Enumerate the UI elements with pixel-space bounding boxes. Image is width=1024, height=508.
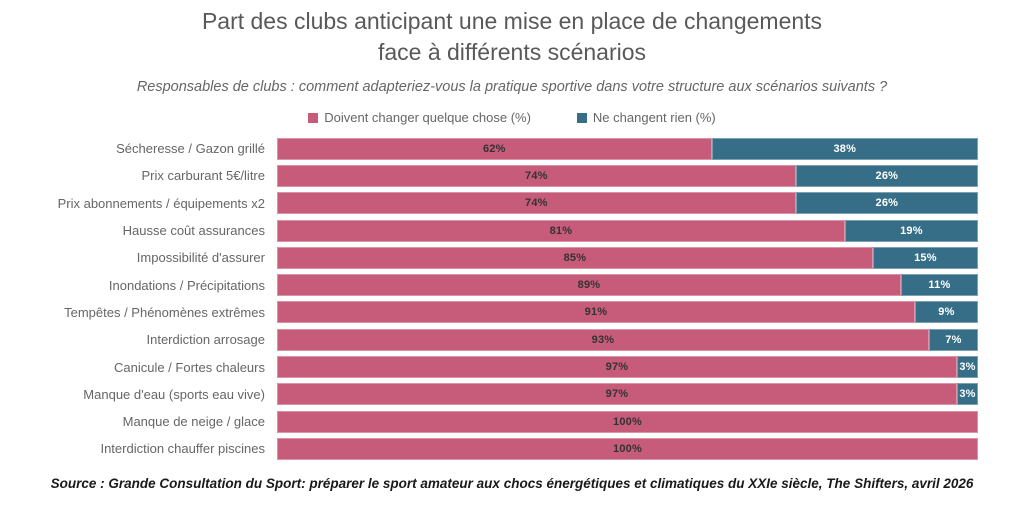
- category-label: Manque d'eau (sports eau vive): [83, 386, 265, 402]
- bar-value-label: 89%: [577, 279, 601, 292]
- category-label: Canicule / Fortes chaleurs: [113, 359, 265, 375]
- chart-row: Impossibilité d'assurer 85% 15%: [12, 244, 978, 271]
- category-label: Sécheresse / Gazon grillé: [116, 141, 265, 157]
- bar-segment-no-change: 7%: [928, 328, 978, 351]
- bar-value-label: 74%: [525, 197, 548, 210]
- bar-value-label: 97%: [605, 388, 629, 401]
- bar-segment-no-change: 26%: [795, 164, 978, 187]
- bar-value-label: 91%: [584, 306, 608, 319]
- bar-track: 85% 15%: [277, 246, 978, 269]
- bar-value-label: 26%: [875, 169, 899, 182]
- category-label: Prix carburant 5€/litre: [141, 168, 265, 184]
- bar-value-label: 85%: [563, 251, 587, 264]
- bar-track: 74% 26%: [277, 192, 978, 215]
- bar-value-label: 74%: [525, 169, 548, 182]
- bar-segment-no-change: 3%: [956, 356, 978, 379]
- chart-row: Sécheresse / Gazon grillé 62% 38%: [12, 135, 978, 162]
- bar-track: 93% 7%: [277, 328, 978, 351]
- chart-row: Tempêtes / Phénomènes extrêmes 91% 9%: [12, 299, 978, 326]
- legend-label-change: Doivent changer quelque chose (%): [324, 110, 531, 125]
- bar-value-label: 93%: [591, 333, 615, 346]
- bar-value-label: 100%: [613, 415, 642, 428]
- bar-track: 74% 26%: [277, 164, 978, 187]
- bar-segment-change: 74%: [277, 192, 796, 215]
- bar-segment-change: 62%: [277, 137, 712, 160]
- bar-value-label: 62%: [482, 142, 506, 155]
- chart-row: Prix carburant 5€/litre 74% 26%: [12, 162, 978, 189]
- category-label: Interdiction chauffer piscines: [100, 441, 265, 457]
- category-label: Manque de neige / glace: [122, 414, 265, 430]
- bar-track: 91% 9%: [277, 301, 978, 324]
- chart-row: Interdiction chauffer piscines 100%: [12, 435, 978, 462]
- bar-value-label: 81%: [549, 224, 573, 237]
- bar-track: 100%: [277, 437, 978, 460]
- chart-row: Interdiction arrosage 93% 7%: [12, 326, 978, 353]
- bar-value-label: 7%: [945, 333, 962, 346]
- legend-item-no-change: Ne changent rien (%): [576, 110, 716, 125]
- bar-track: 81% 19%: [277, 219, 978, 242]
- bar-track: 97% 3%: [277, 356, 978, 379]
- bar-segment-no-change: 9%: [914, 301, 978, 324]
- bar-segment-change: 85%: [277, 246, 873, 269]
- legend-label-no-change: Ne changent rien (%): [592, 110, 716, 125]
- bar-track: 62% 38%: [277, 137, 978, 160]
- chart-title-line2: face à différents scénarios: [377, 39, 647, 65]
- category-label: Interdiction arrosage: [146, 332, 265, 348]
- legend-item-change: Doivent changer quelque chose (%): [308, 110, 531, 125]
- chart-row: Canicule / Fortes chaleurs 97% 3%: [12, 353, 978, 380]
- bar-segment-change: 100%: [277, 437, 978, 460]
- legend: Doivent changer quelque chose (%) Ne cha…: [0, 110, 1024, 125]
- bar-segment-no-change: 3%: [956, 383, 978, 406]
- chart-title-line1: Part des clubs anticipant une mise en pl…: [201, 8, 823, 34]
- bar-segment-no-change: 11%: [900, 274, 978, 297]
- bar-segment-no-change: 19%: [844, 219, 978, 242]
- bar-segment-change: 97%: [277, 383, 957, 406]
- bar-value-label: 97%: [605, 361, 629, 374]
- chart-row: Manque de neige / glace 100%: [12, 408, 978, 435]
- bar-segment-change: 91%: [277, 301, 915, 324]
- bar-segment-change: 81%: [277, 219, 845, 242]
- category-label: Prix abonnements / équipements x2: [57, 195, 265, 211]
- bar-segment-no-change: 15%: [872, 246, 978, 269]
- bar-segment-change: 93%: [277, 328, 929, 351]
- category-label: Inondations / Précipitations: [108, 277, 265, 293]
- bar-value-label: 100%: [613, 442, 642, 455]
- chart-row: Manque d'eau (sports eau vive) 97% 3%: [12, 381, 978, 408]
- stacked-bar-chart: Sécheresse / Gazon grillé 62% 38% Prix carb…: [12, 135, 978, 463]
- bar-track: 89% 11%: [277, 274, 978, 297]
- chart-subtitle: Responsables de clubs : comment adapteri…: [136, 79, 888, 95]
- bar-value-label: 26%: [875, 197, 899, 210]
- chart-title: Part des clubs anticipant une mise en pl…: [0, 0, 1024, 68]
- bar-value-label: 3%: [959, 388, 976, 401]
- bar-segment-no-change: 38%: [711, 137, 978, 160]
- category-label: Hausse coût assurances: [122, 223, 265, 239]
- bar-value-label: 38%: [833, 142, 857, 155]
- legend-swatch-change-icon: [308, 112, 319, 123]
- bar-value-label: 9%: [938, 306, 955, 319]
- bar-value-label: 11%: [928, 279, 951, 292]
- chart-row: Inondations / Précipitations 89% 11%: [12, 271, 978, 298]
- legend-swatch-no-change-icon: [576, 112, 587, 123]
- chart-row: Prix abonnements / équipements x2 74% 26%: [12, 190, 978, 217]
- bar-value-label: 15%: [914, 251, 937, 264]
- bar-segment-no-change: 26%: [795, 192, 978, 215]
- chart-row: Hausse coût assurances 81% 19%: [12, 217, 978, 244]
- category-label: Impossibilité d'assurer: [136, 250, 265, 266]
- bar-segment-change: 74%: [277, 164, 796, 187]
- bar-value-label: 3%: [959, 361, 976, 374]
- bar-value-label: 19%: [900, 224, 923, 237]
- bar-track: 97% 3%: [277, 383, 978, 406]
- bar-segment-change: 89%: [277, 274, 901, 297]
- category-label: Tempêtes / Phénomènes extrêmes: [64, 304, 265, 320]
- source-note: Source : Grande Consultation du Sport: p…: [50, 476, 974, 491]
- bar-track: 100%: [277, 410, 978, 433]
- bar-segment-change: 97%: [277, 356, 957, 379]
- bar-segment-change: 100%: [277, 410, 978, 433]
